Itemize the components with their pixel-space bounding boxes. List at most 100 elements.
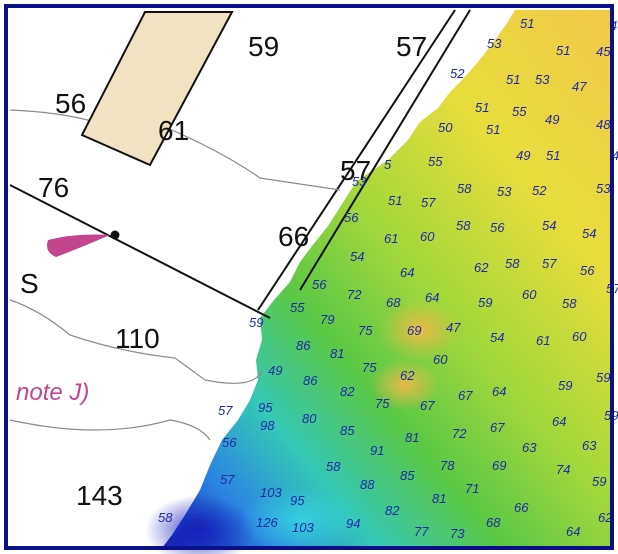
depth-sounding: 55 xyxy=(428,154,443,169)
depth-sounding: 72 xyxy=(452,426,467,441)
depth-sounding: 58 xyxy=(158,510,173,525)
depth-sounding: 82 xyxy=(385,503,400,518)
depth-sounding: 73 xyxy=(450,526,465,541)
depth-sounding: 58 xyxy=(457,181,472,196)
chart-labels: 59 57 56 61 76 57 66 S 110 143 note J) xyxy=(16,31,427,511)
depth-sounding: 50 xyxy=(438,120,453,135)
depth-sounding: 77 xyxy=(414,524,429,539)
depth-sounding: 51 xyxy=(520,16,534,31)
depth-sounding: 66 xyxy=(514,500,529,515)
depth-sounding: 67 xyxy=(458,388,473,403)
depth-sounding: 56 xyxy=(490,220,505,235)
chart-label: 56 xyxy=(55,88,86,119)
depth-sounding: 52 xyxy=(532,183,547,198)
depth-sounding: 53 xyxy=(535,72,550,87)
depth-sounding: 75 xyxy=(362,360,377,375)
depth-sounding: 61 xyxy=(384,231,398,246)
depth-sounding: 56 xyxy=(312,277,327,292)
depth-sounding: 59 xyxy=(596,370,610,385)
depth-sounding: 49 xyxy=(545,112,559,127)
depth-sounding: 72 xyxy=(347,287,362,302)
depth-sounding: 58 xyxy=(505,256,520,271)
depth-sounding: 95 xyxy=(258,400,273,415)
depth-sounding: 63 xyxy=(522,440,537,455)
depth-sounding: 56 xyxy=(344,210,359,225)
chart-border xyxy=(4,4,614,550)
depth-sounding: 57 xyxy=(421,195,436,210)
depth-sounding: 47 xyxy=(446,320,461,335)
depth-sounding: 58 xyxy=(456,218,471,233)
depth-sounding: 49 xyxy=(268,363,282,378)
chart-label: 76 xyxy=(38,172,69,203)
depth-sounding: 103 xyxy=(260,485,282,500)
depth-sounding: 59 xyxy=(558,378,572,393)
depth-sounding: 81 xyxy=(330,346,344,361)
depth-sounding: 62 xyxy=(598,510,613,525)
depth-sounding: 55 xyxy=(512,104,527,119)
depth-sounding: 75 xyxy=(375,396,390,411)
depth-sounding: 53 xyxy=(497,184,512,199)
depth-sounding: 75 xyxy=(358,323,373,338)
depth-sounding: 71 xyxy=(465,481,479,496)
depth-sounding: 56 xyxy=(580,263,595,278)
depth-sounding: 86 xyxy=(296,338,311,353)
depth-sounding: 85 xyxy=(340,423,355,438)
depth-sounding: 51 xyxy=(506,72,520,87)
depth-sounding: 98 xyxy=(260,418,275,433)
depth-sounding: 54 xyxy=(582,226,596,241)
depth-sounding: 45 xyxy=(596,44,611,59)
depth-sounding: 60 xyxy=(522,287,537,302)
depth-sounding: 51 xyxy=(556,43,570,58)
depth-soundings: 5145535145251534751554948505149514955553… xyxy=(158,16,618,541)
depth-sounding: 58 xyxy=(562,296,577,311)
depth-sounding: 62 xyxy=(474,260,489,275)
depth-sounding: 69 xyxy=(492,458,506,473)
depth-sounding: 54 xyxy=(542,218,556,233)
depth-sounding: 47 xyxy=(572,79,587,94)
depth-sounding: 57 xyxy=(542,256,557,271)
depth-sounding: 82 xyxy=(340,384,355,399)
depth-sounding: 64 xyxy=(552,414,566,429)
chart-label: 143 xyxy=(76,480,123,511)
depth-sounding: 64 xyxy=(492,384,506,399)
depth-sounding: 88 xyxy=(360,477,375,492)
depth-sounding: 60 xyxy=(433,352,448,367)
depth-sounding: 59 xyxy=(592,474,606,489)
chart-label: S xyxy=(20,268,39,299)
depth-sounding: 68 xyxy=(486,515,501,530)
depth-sounding: 64 xyxy=(425,290,439,305)
depth-sounding: 61 xyxy=(536,333,550,348)
depth-sounding: 80 xyxy=(302,411,317,426)
depth-sounding: 56 xyxy=(222,435,237,450)
depth-sounding: 81 xyxy=(405,430,419,445)
depth-sounding: 54 xyxy=(490,330,504,345)
depth-sounding: 103 xyxy=(292,520,314,535)
chart-label: 66 xyxy=(278,221,309,252)
depth-sounding: 68 xyxy=(386,295,401,310)
depth-sounding: 54 xyxy=(190,516,204,531)
depth-sounding: 78 xyxy=(440,458,455,473)
depth-sounding: 52 xyxy=(450,66,465,81)
depth-sounding: 51 xyxy=(475,100,489,115)
depth-sounding: 57 xyxy=(220,472,235,487)
chart-label: 57 xyxy=(396,31,427,62)
depth-sounding: 58 xyxy=(326,459,341,474)
depth-sounding: 51 xyxy=(546,148,560,163)
depth-sounding: 49 xyxy=(612,148,618,163)
depth-sounding: 59 xyxy=(249,315,263,330)
chart-label: 59 xyxy=(248,31,279,62)
note-label: note J) xyxy=(16,379,89,406)
depth-sounding: 51 xyxy=(486,122,500,137)
depth-sounding: 55 xyxy=(290,300,305,315)
chart-label: 61 xyxy=(158,115,189,146)
depth-sounding: 53 xyxy=(596,181,611,196)
depth-sounding: 48 xyxy=(596,117,611,132)
depth-sounding: 64 xyxy=(400,265,414,280)
depth-sounding: 49 xyxy=(516,148,530,163)
depth-sounding: 5 xyxy=(384,157,392,172)
depth-sounding: 60 xyxy=(420,229,435,244)
chart-label: 110 xyxy=(115,323,160,354)
depth-sounding: 67 xyxy=(420,398,435,413)
